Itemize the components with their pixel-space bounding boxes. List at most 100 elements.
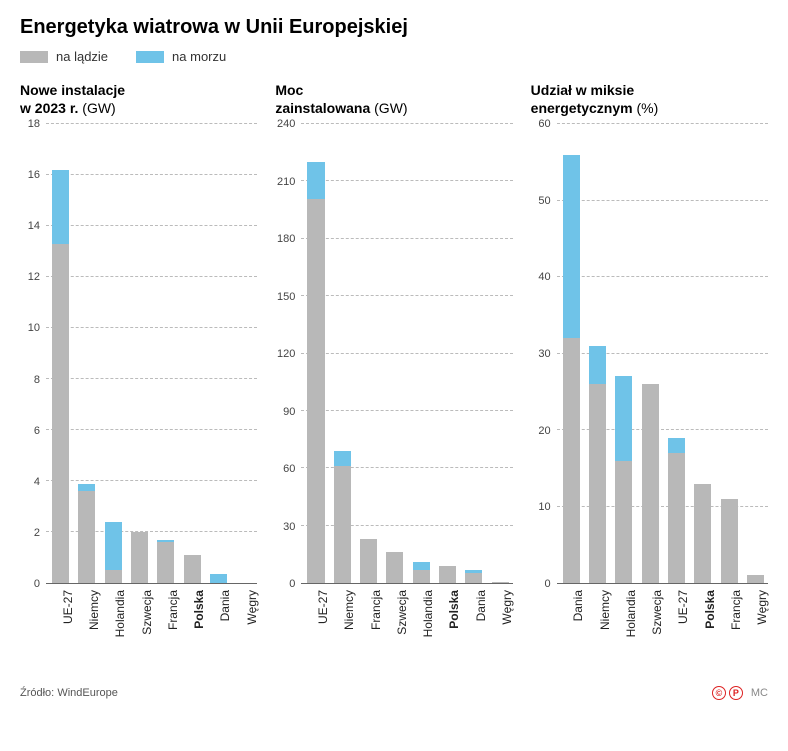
segment-offshore xyxy=(210,574,227,583)
y-tick-label: 50 xyxy=(527,195,551,207)
chart-installed-capacity: Moczainstalowana (GW) 0306090120150180210… xyxy=(275,82,512,672)
bar-Szwecja xyxy=(384,124,405,583)
source-label: Źródło: xyxy=(20,687,54,699)
charts-container: Nowe instalacjew 2023 r. (GW)02468101214… xyxy=(20,82,768,672)
x-label: Szwecja xyxy=(140,590,154,635)
x-label: Polska xyxy=(703,590,717,629)
y-tick-label: 60 xyxy=(271,463,295,475)
chart-title: Moczainstalowana (GW) xyxy=(275,82,512,118)
x-label: Węgry xyxy=(755,590,769,625)
bar-Niemcy xyxy=(76,124,97,583)
segment-onshore xyxy=(615,461,632,583)
segment-offshore xyxy=(78,484,95,492)
y-tick-label: 18 xyxy=(16,118,40,130)
segment-onshore xyxy=(131,532,148,583)
segment-onshore xyxy=(105,570,122,583)
x-label: Dania xyxy=(571,590,585,621)
segment-onshore xyxy=(334,466,351,583)
y-tick-label: 12 xyxy=(16,271,40,283)
segment-onshore xyxy=(78,491,95,583)
segment-onshore xyxy=(721,499,738,583)
segment-offshore xyxy=(668,438,685,453)
author-initials: MC xyxy=(751,687,768,699)
x-label: Szwecja xyxy=(395,590,409,635)
x-label: Holandia xyxy=(624,590,638,637)
x-label: Węgry xyxy=(500,590,514,625)
y-tick-label: 30 xyxy=(271,521,295,533)
y-tick-label: 0 xyxy=(271,578,295,590)
x-label: Francja xyxy=(729,590,743,630)
brand-icon-c: © xyxy=(712,686,726,700)
brand-icons: © P xyxy=(712,686,743,700)
segment-onshore xyxy=(52,244,69,583)
segment-onshore xyxy=(386,552,403,583)
chart-title: Nowe instalacjew 2023 r. (GW) xyxy=(20,82,257,118)
segment-onshore xyxy=(668,453,685,583)
x-label: UE-27 xyxy=(61,590,75,624)
segment-offshore xyxy=(307,162,324,198)
y-tick-label: 240 xyxy=(271,118,295,130)
bar-Holandia xyxy=(411,124,432,583)
legend-swatch-onshore xyxy=(20,51,48,63)
bar-Dania xyxy=(463,124,484,583)
segment-onshore xyxy=(642,384,659,583)
segment-offshore xyxy=(413,562,430,570)
legend: na lądzie na morzu xyxy=(20,49,768,64)
bar-Polska xyxy=(692,124,713,583)
y-tick-label: 10 xyxy=(527,501,551,513)
y-tick-label: 4 xyxy=(16,476,40,488)
x-label: Polska xyxy=(447,590,461,629)
y-tick-label: 8 xyxy=(16,374,40,386)
segment-onshore xyxy=(439,566,456,583)
y-tick-label: 16 xyxy=(16,169,40,181)
y-tick-label: 20 xyxy=(527,425,551,437)
y-tick-label: 180 xyxy=(271,233,295,245)
bar-Niemcy xyxy=(332,124,353,583)
bar-Polska xyxy=(181,124,202,583)
segment-onshore xyxy=(694,484,711,583)
segment-onshore xyxy=(184,555,201,583)
x-label: Francja xyxy=(369,590,383,630)
x-label: Węgry xyxy=(245,590,259,625)
segment-offshore xyxy=(563,155,580,339)
y-tick-label: 150 xyxy=(271,291,295,303)
y-tick-label: 0 xyxy=(16,578,40,590)
bar-Francja xyxy=(718,124,739,583)
segment-offshore xyxy=(589,346,606,384)
legend-swatch-offshore xyxy=(136,51,164,63)
legend-item-onshore: na lądzie xyxy=(20,49,108,64)
footer: Źródło: WindEurope © P MC xyxy=(20,686,768,700)
bar-Dania xyxy=(561,124,582,583)
bar-Węgry xyxy=(745,124,766,583)
x-label: UE-27 xyxy=(676,590,690,624)
segment-onshore xyxy=(157,542,174,583)
x-label: Francja xyxy=(166,590,180,630)
plot-area: 0306090120150180210240 xyxy=(275,124,512,584)
y-tick-label: 14 xyxy=(16,220,40,232)
x-label: Niemcy xyxy=(598,590,612,630)
bar-UE-27 xyxy=(666,124,687,583)
segment-onshore xyxy=(589,384,606,583)
x-label: Szwecja xyxy=(650,590,664,635)
chart-main-title: Energetyka wiatrowa w Unii Europejskiej xyxy=(20,16,768,39)
legend-item-offshore: na morzu xyxy=(136,49,226,64)
bar-Węgry xyxy=(234,124,255,583)
chart-title: Udział w miksieenergetycznym (%) xyxy=(531,82,768,118)
segment-onshore xyxy=(465,573,482,583)
x-label: Polska xyxy=(192,590,206,629)
chart-energy-mix-share: Udział w miksieenergetycznym (%)01020304… xyxy=(531,82,768,672)
segment-offshore xyxy=(615,376,632,460)
brand-icon-p: P xyxy=(729,686,743,700)
y-tick-label: 10 xyxy=(16,322,40,334)
y-tick-label: 40 xyxy=(527,271,551,283)
bar-Francja xyxy=(155,124,176,583)
y-tick-label: 90 xyxy=(271,406,295,418)
y-tick-label: 0 xyxy=(527,578,551,590)
y-tick-label: 210 xyxy=(271,176,295,188)
y-tick-label: 6 xyxy=(16,425,40,437)
bar-Dania xyxy=(208,124,229,583)
bar-Polska xyxy=(437,124,458,583)
x-label: Dania xyxy=(218,590,232,621)
chart-new-installations: Nowe instalacjew 2023 r. (GW)02468101214… xyxy=(20,82,257,672)
x-label: Dania xyxy=(474,590,488,621)
